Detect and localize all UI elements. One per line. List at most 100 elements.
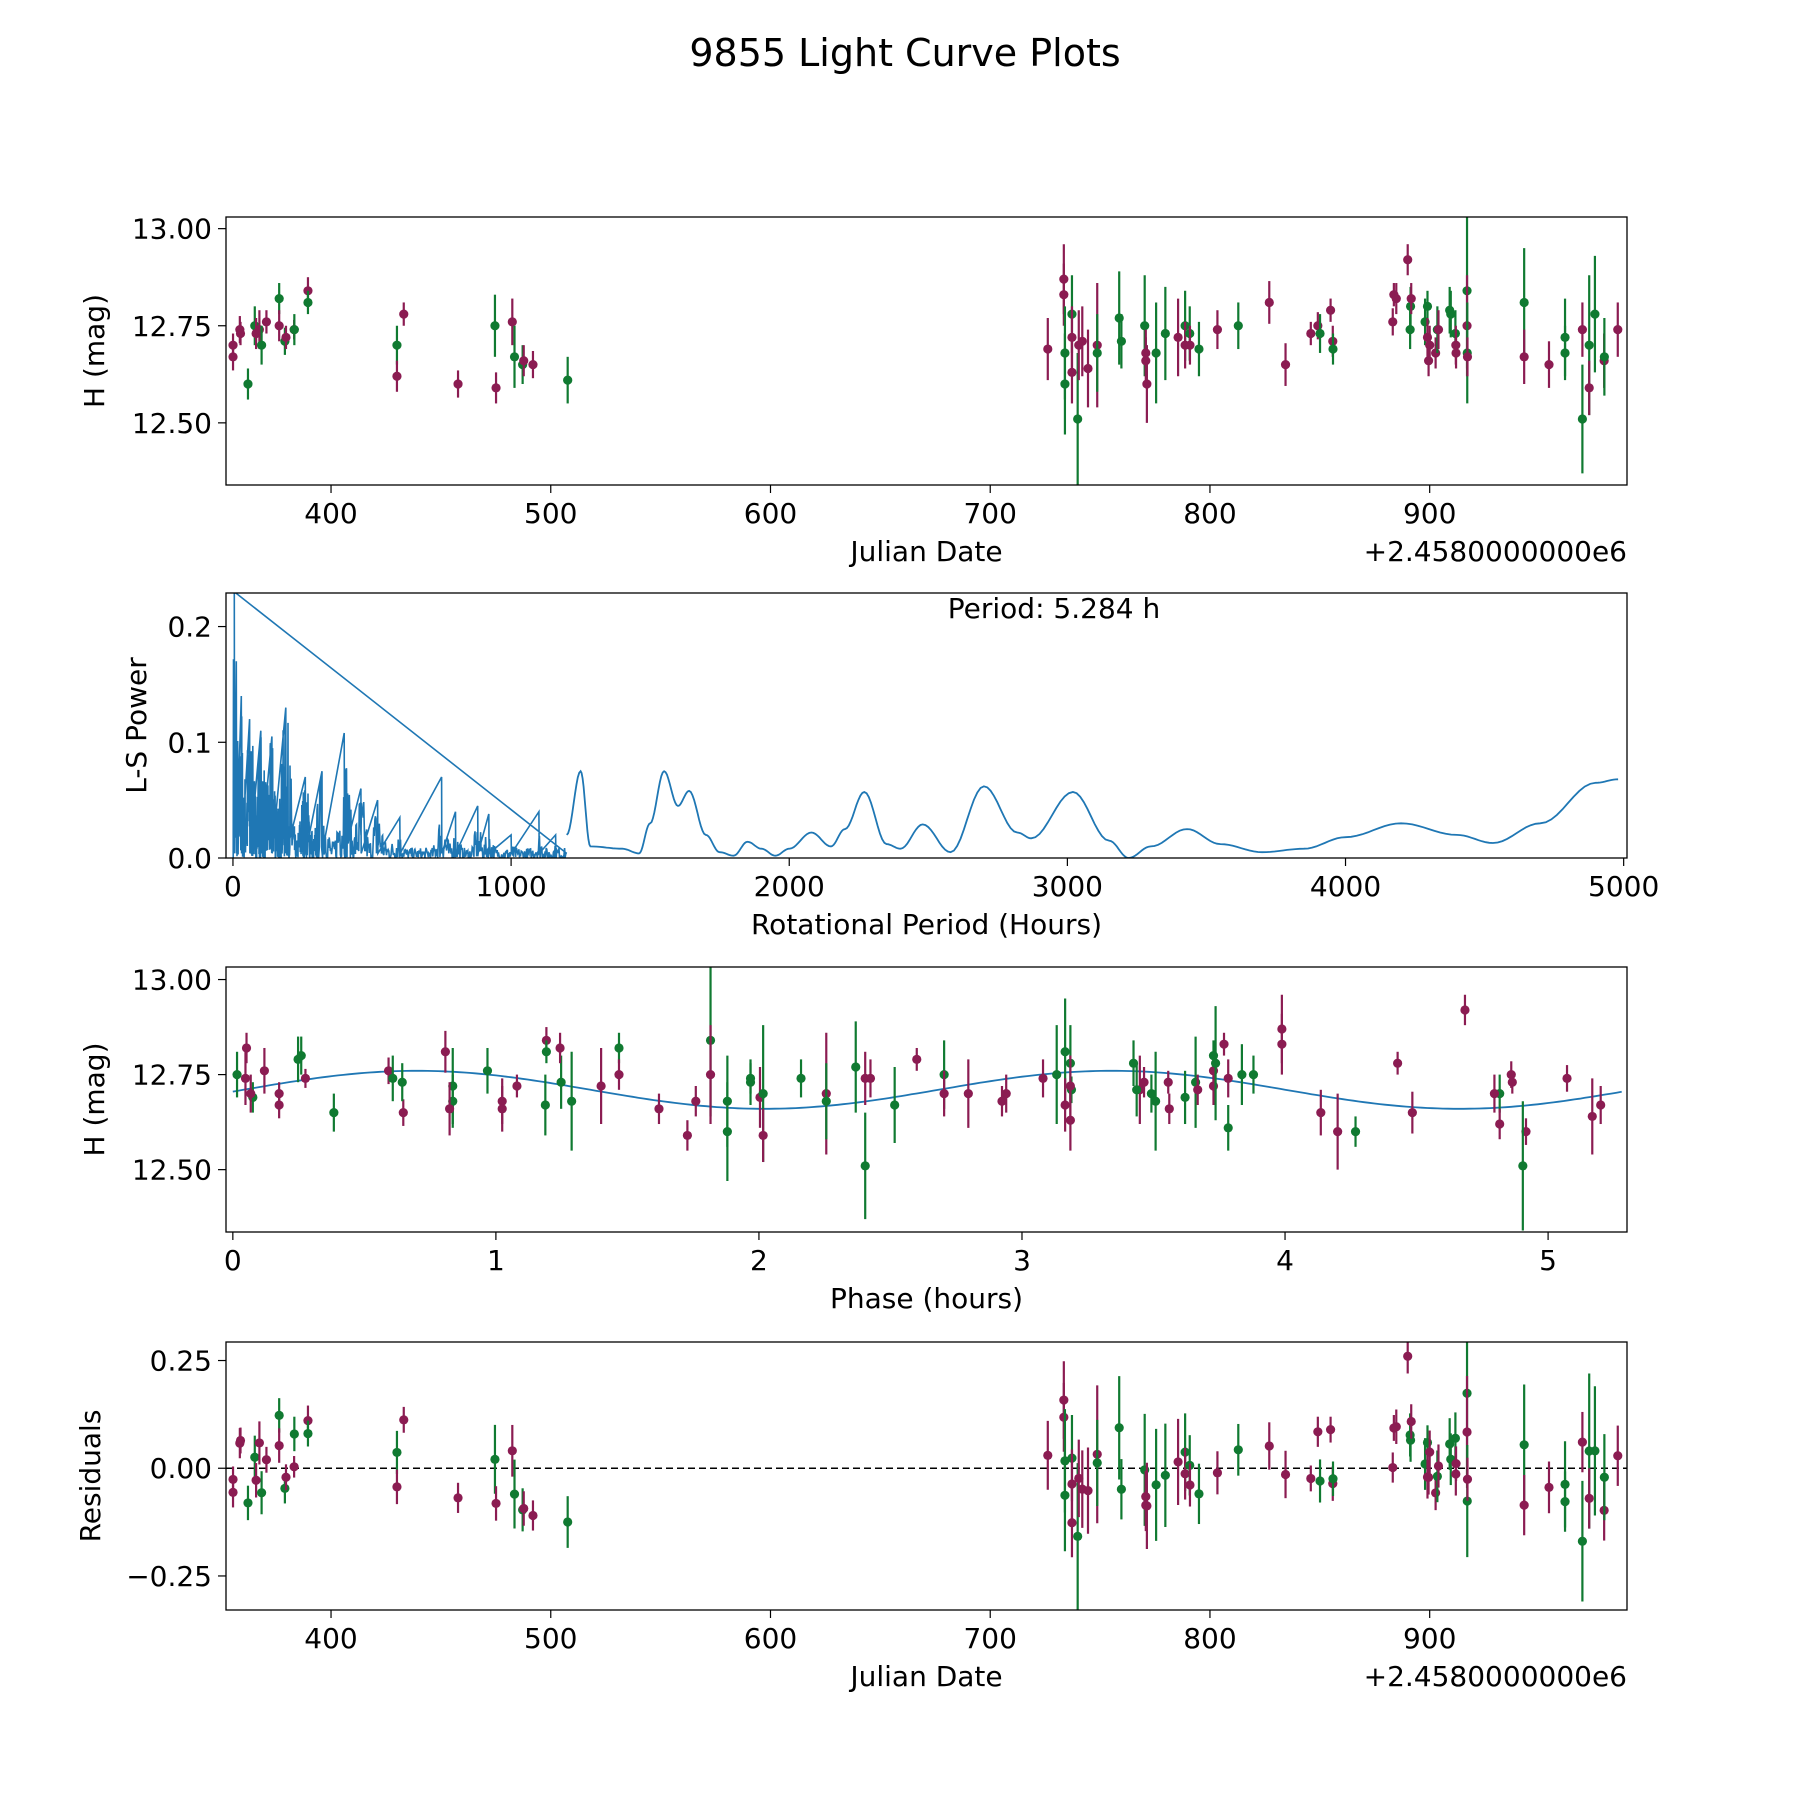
phased-point [232,1051,242,1098]
y-tick-label: 0.25 [150,1345,212,1378]
data-point [1208,1081,1219,1091]
data-point [1280,1469,1291,1480]
data-point [1325,305,1336,315]
phased-point [482,1047,493,1094]
phased-point [1495,1108,1505,1140]
data-point [1160,1470,1170,1480]
data-point [1151,1096,1161,1106]
lightcurve-point [1185,325,1195,365]
residual-point [1264,1422,1274,1470]
residual-point [1325,1416,1336,1443]
residual-point [1544,1461,1554,1514]
residual-point [1151,1428,1161,1541]
residual-point [1313,1416,1323,1447]
data-point [444,1104,455,1114]
phased-point [1277,1013,1287,1075]
data-point [567,1096,577,1106]
data-point [228,1474,238,1485]
data-point [1462,352,1473,362]
x-tick-label: 700 [963,497,1016,530]
phased-point [1587,1078,1597,1155]
data-point [274,293,284,304]
periodogram-line [566,769,1619,858]
lightcurve-point [1577,364,1587,474]
lightcurve-point [1151,302,1161,404]
data-point [1489,1089,1500,1099]
data-point [1462,1427,1472,1437]
data-point [1173,332,1183,343]
data-point [1544,359,1554,370]
data-point [1073,414,1083,424]
y-tick-label: 12.50 [132,407,212,440]
phased-point [614,1032,624,1064]
data-point [392,1447,402,1458]
data-point [1233,321,1243,331]
data-point [1495,1119,1505,1129]
phased-point [1210,1006,1221,1121]
phased-point [654,1093,664,1125]
data-point [1043,344,1053,354]
data-point [1306,1473,1316,1484]
lightcurve-point [1544,341,1554,388]
data-point [556,1077,566,1087]
phased-point [860,1051,870,1106]
data-point [1092,1458,1102,1468]
data-point [1433,1461,1444,1471]
axes-frame [225,1341,1628,1611]
data-point [1306,328,1316,339]
data-point [1406,293,1416,304]
x-tick-label: 3 [1013,1244,1031,1277]
data-point [1160,328,1170,339]
periodogram-axes: 0 1000 2000 3000 4000 5000 0.0 0.1 0.2 Rotational… [120,592,1659,941]
lightcurve-point [1083,329,1093,408]
lightcurve-point [1142,345,1152,423]
data-point [1060,1047,1070,1057]
phased-point [963,1059,973,1128]
residual-point [1173,1418,1183,1506]
phased-point [1164,1093,1174,1125]
data-point [860,1073,870,1083]
data-point [1599,1472,1609,1482]
x-tick-label: 900 [1403,1622,1456,1655]
data-point [1518,1161,1528,1171]
lightcurve-point [1160,286,1170,381]
data-point [491,383,501,393]
data-point [1185,1480,1195,1490]
data-point [1519,1500,1529,1510]
data-point [1180,1092,1190,1103]
x-tick-label: 5 [1539,1244,1557,1277]
data-point [243,1498,253,1508]
lightcurve-point [235,321,246,346]
residual-point [235,1427,246,1454]
data-point [1001,1089,1011,1099]
data-point [1073,1531,1083,1541]
data-point [392,1482,402,1492]
residual-point [1194,1463,1204,1525]
axes-frame [225,966,1628,1233]
data-point [1405,1435,1416,1445]
phased-lightcurve-axes: 0 1 2 3 4 5 13.00 12.75 12.50 Phase (hours) H (mag… [78,964,1628,1315]
lightcurve-point [256,325,267,365]
lightcurve-point [1043,317,1053,381]
residual-point [1180,1447,1190,1500]
phased-point [796,1059,806,1098]
lightcurve-point [392,325,402,365]
data-point [1560,1496,1570,1507]
data-point [289,1462,299,1472]
x-tick-label: 800 [1183,1622,1236,1655]
x-tick-label: 700 [963,1622,1016,1655]
data-point [722,1096,732,1106]
lightcurve-point [1422,290,1433,322]
phased-point [556,1055,566,1109]
data-point [654,1104,664,1114]
phased-point [997,1086,1007,1117]
periodogram-dense-line [232,593,568,858]
residual-point [453,1482,463,1513]
data-point [1431,1488,1441,1498]
data-point [758,1130,768,1141]
y-tick-label: 0.0 [167,842,212,875]
data-point [399,309,409,319]
residuals-plot-area [226,1342,1627,1610]
phased-point [1146,1074,1157,1113]
data-point [1116,336,1127,346]
